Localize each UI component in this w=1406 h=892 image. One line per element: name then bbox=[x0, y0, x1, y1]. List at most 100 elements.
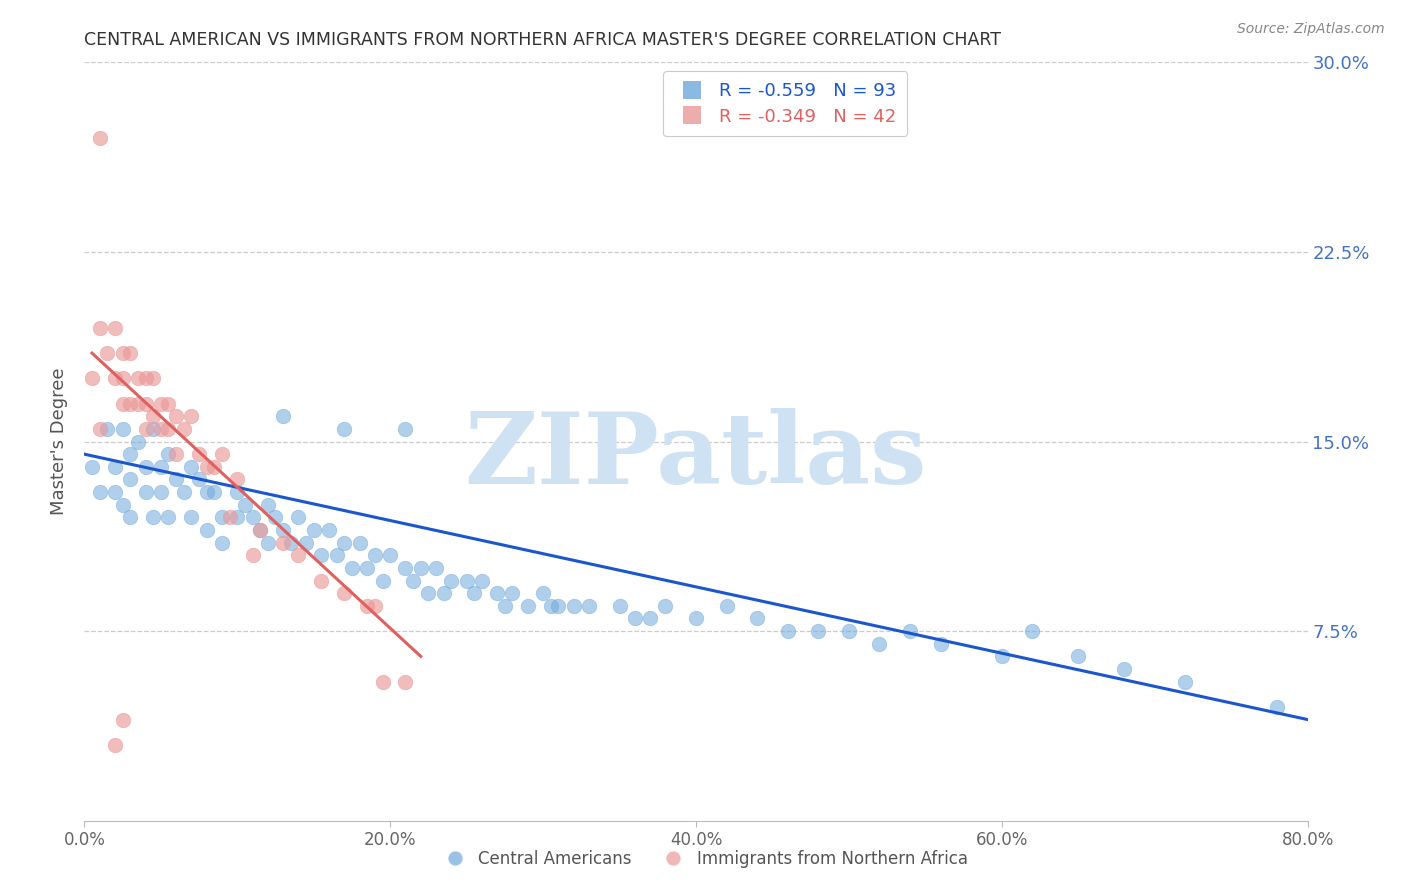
Point bbox=[142, 409, 165, 424]
Point bbox=[127, 434, 149, 449]
Point bbox=[456, 574, 478, 588]
Point bbox=[202, 459, 225, 474]
Point bbox=[371, 574, 394, 588]
Point bbox=[111, 713, 134, 727]
Point bbox=[838, 624, 860, 639]
Point bbox=[135, 422, 157, 436]
Point bbox=[516, 599, 538, 613]
Point bbox=[111, 422, 134, 436]
Point bbox=[578, 599, 600, 613]
Point bbox=[394, 674, 416, 689]
Point bbox=[149, 396, 172, 410]
Point bbox=[89, 131, 111, 145]
Point bbox=[120, 473, 142, 487]
Point bbox=[135, 371, 157, 385]
Legend: Central Americans, Immigrants from Northern Africa: Central Americans, Immigrants from North… bbox=[432, 844, 974, 875]
Point bbox=[380, 548, 402, 563]
Point bbox=[111, 498, 134, 512]
Point bbox=[747, 611, 769, 625]
Point bbox=[531, 586, 554, 600]
Point bbox=[80, 459, 103, 474]
Point bbox=[157, 447, 180, 461]
Point bbox=[165, 473, 187, 487]
Point bbox=[440, 574, 463, 588]
Point bbox=[104, 738, 127, 752]
Point bbox=[142, 371, 165, 385]
Point bbox=[1067, 649, 1090, 664]
Text: ZIPatlas: ZIPatlas bbox=[465, 409, 927, 505]
Point bbox=[249, 523, 271, 537]
Point bbox=[104, 320, 127, 334]
Point bbox=[104, 371, 127, 385]
Point bbox=[195, 523, 218, 537]
Point bbox=[226, 485, 249, 500]
Point bbox=[104, 459, 127, 474]
Point bbox=[242, 510, 264, 524]
Point bbox=[202, 485, 225, 500]
Y-axis label: Master's Degree: Master's Degree bbox=[51, 368, 69, 516]
Point bbox=[149, 485, 172, 500]
Point bbox=[356, 599, 378, 613]
Point bbox=[111, 371, 134, 385]
Point bbox=[638, 611, 661, 625]
Point bbox=[104, 485, 127, 500]
Point bbox=[333, 422, 356, 436]
Point bbox=[271, 409, 294, 424]
Point bbox=[287, 510, 309, 524]
Point bbox=[211, 510, 233, 524]
Point bbox=[157, 396, 180, 410]
Point bbox=[180, 409, 202, 424]
Point bbox=[211, 535, 233, 549]
Point bbox=[226, 510, 249, 524]
Point bbox=[195, 485, 218, 500]
Point bbox=[173, 422, 195, 436]
Point bbox=[364, 548, 387, 563]
Point bbox=[486, 586, 509, 600]
Point bbox=[135, 459, 157, 474]
Point bbox=[142, 422, 165, 436]
Point bbox=[716, 599, 738, 613]
Point bbox=[120, 447, 142, 461]
Point bbox=[226, 473, 249, 487]
Point bbox=[111, 396, 134, 410]
Point bbox=[349, 535, 371, 549]
Point bbox=[165, 409, 187, 424]
Point bbox=[264, 510, 287, 524]
Point bbox=[562, 599, 585, 613]
Point bbox=[409, 561, 432, 575]
Point bbox=[547, 599, 569, 613]
Point bbox=[898, 624, 921, 639]
Point bbox=[195, 459, 218, 474]
Point bbox=[1021, 624, 1043, 639]
Point bbox=[280, 535, 302, 549]
Point bbox=[287, 548, 309, 563]
Point bbox=[394, 561, 416, 575]
Point bbox=[540, 599, 562, 613]
Point bbox=[654, 599, 676, 613]
Point bbox=[188, 447, 211, 461]
Point bbox=[127, 371, 149, 385]
Point bbox=[165, 447, 187, 461]
Point bbox=[333, 586, 356, 600]
Point bbox=[120, 510, 142, 524]
Point bbox=[173, 485, 195, 500]
Point bbox=[302, 523, 325, 537]
Point bbox=[991, 649, 1014, 664]
Point bbox=[135, 485, 157, 500]
Point bbox=[135, 396, 157, 410]
Point bbox=[471, 574, 494, 588]
Point bbox=[295, 535, 318, 549]
Point bbox=[394, 422, 416, 436]
Point bbox=[776, 624, 799, 639]
Text: CENTRAL AMERICAN VS IMMIGRANTS FROM NORTHERN AFRICA MASTER'S DEGREE CORRELATION : CENTRAL AMERICAN VS IMMIGRANTS FROM NORT… bbox=[84, 31, 1001, 49]
Point bbox=[318, 523, 340, 537]
Legend: R = -0.559   N = 93, R = -0.349   N = 42: R = -0.559 N = 93, R = -0.349 N = 42 bbox=[664, 71, 907, 136]
Point bbox=[325, 548, 347, 563]
Point bbox=[433, 586, 456, 600]
Point bbox=[494, 599, 516, 613]
Point bbox=[425, 561, 447, 575]
Point bbox=[807, 624, 830, 639]
Point bbox=[180, 510, 202, 524]
Point bbox=[80, 371, 103, 385]
Point bbox=[371, 674, 394, 689]
